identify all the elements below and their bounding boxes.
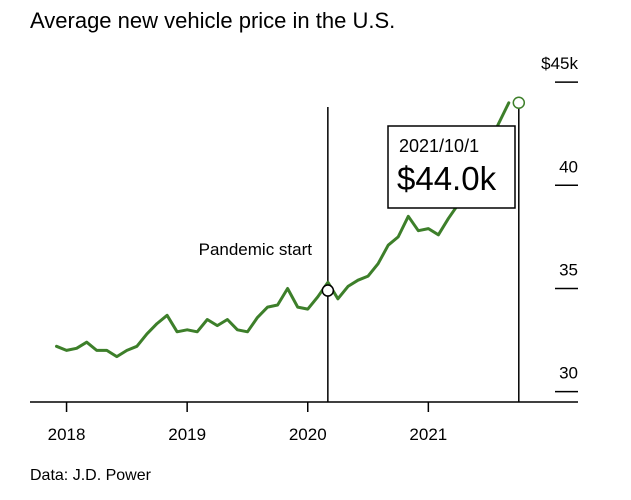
x-tick-label: 2019 (168, 425, 206, 444)
latest-point-marker (512, 96, 526, 110)
x-tick-label: 2018 (48, 425, 86, 444)
callout-date: 2021/10/1 (399, 136, 479, 156)
y-tick-label: 30 (559, 364, 578, 383)
pandemic-point-marker (321, 284, 335, 297)
series-line (55, 101, 511, 359)
y-axis: $45k 40 35 30 (541, 54, 578, 393)
x-tick-label: 2020 (289, 425, 327, 444)
chart-title: Average new vehicle price in the U.S. (30, 8, 395, 33)
source-note: Data: J.D. Power (30, 467, 152, 484)
x-tick-label: 2021 (409, 425, 447, 444)
callout-value: $44.0k (397, 160, 497, 197)
y-tick-label: 40 (559, 157, 578, 176)
x-axis: 2018 2019 2020 2021 (48, 402, 447, 444)
y-tick-label: 35 (559, 260, 578, 279)
callout-box (387, 125, 516, 209)
y-tick-label: $45k (541, 54, 578, 73)
pandemic-start-label: Pandemic start (199, 240, 313, 259)
